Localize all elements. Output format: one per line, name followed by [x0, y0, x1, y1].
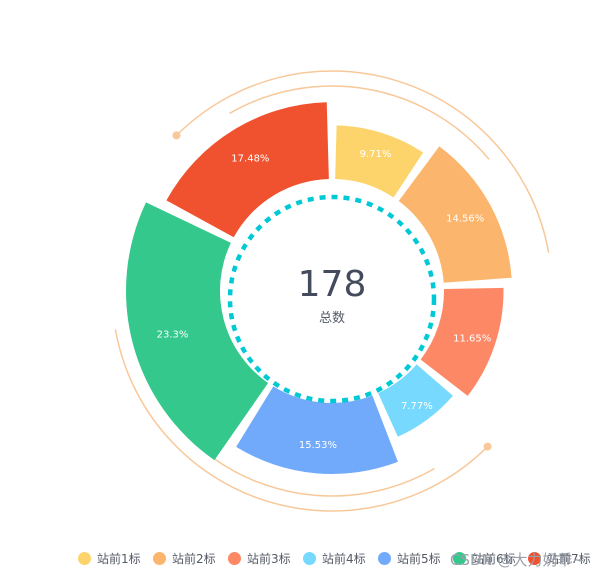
- legend-dot-icon: [378, 551, 391, 565]
- legend-item-3[interactable]: 站前3标: [228, 548, 291, 568]
- slice-label-5: 15.53%: [299, 440, 337, 451]
- decor-dot-top: [172, 131, 181, 140]
- legend-label: 站前4标: [322, 551, 366, 566]
- legend-label: 站前2标: [172, 551, 216, 566]
- slice-label-1: 9.71%: [360, 149, 392, 160]
- slice-4: [378, 364, 453, 437]
- legend-label: 站前6标: [472, 551, 516, 566]
- legend-item-5[interactable]: 站前5标: [378, 548, 441, 568]
- decor-arc-inner-top: [229, 85, 490, 160]
- chart-slices: [125, 102, 512, 474]
- legend-label: 站前3标: [247, 551, 291, 566]
- slice-label-7: 17.48%: [231, 154, 269, 165]
- legend-dot-icon: [453, 551, 466, 565]
- slice-5: [236, 386, 398, 474]
- legend-item-7[interactable]: 站前7标: [528, 548, 591, 568]
- legend-label: 站前7标: [547, 551, 591, 566]
- slice-label-3: 11.65%: [453, 333, 491, 344]
- legend-dot-icon: [303, 551, 316, 565]
- legend-dot-icon: [528, 551, 541, 565]
- legend-dot-icon: [78, 551, 91, 565]
- center-dashed-ring: [227, 194, 437, 404]
- decor-arc-bottom: [114, 329, 489, 512]
- slice-3: [420, 287, 504, 396]
- decor-dot-bottom: [483, 442, 492, 451]
- slice-2: [398, 146, 512, 283]
- legend-dot-icon: [228, 551, 241, 565]
- slice-7: [166, 102, 329, 238]
- slice-1: [335, 125, 424, 198]
- slice-label-6: 23.3%: [157, 329, 189, 340]
- legend-label: 站前5标: [397, 551, 441, 566]
- slice-6: [125, 202, 269, 461]
- slice-value-labels: 9.71% 14.56% 11.65% 7.77% 15.53% 23.3% 17.48%: [157, 149, 492, 451]
- chart-legend: 站前1标 站前2标 站前3标 站前4标 站前5标 站前6标 站前7标: [0, 548, 613, 568]
- slice-label-4: 7.77%: [401, 401, 433, 412]
- legend-item-4[interactable]: 站前4标: [303, 548, 366, 568]
- legend-item-2[interactable]: 站前2标: [153, 548, 216, 568]
- center-total-value: 178: [298, 264, 367, 305]
- decor-arc-top: [175, 70, 550, 253]
- legend-item-6[interactable]: 站前6标: [453, 548, 516, 568]
- legend-dot-icon: [153, 551, 166, 565]
- center-total-label: 总数: [319, 311, 345, 326]
- slice-label-2: 14.56%: [446, 214, 484, 225]
- legend-label: 站前1标: [97, 551, 141, 566]
- legend-item-1[interactable]: 站前1标: [78, 548, 141, 568]
